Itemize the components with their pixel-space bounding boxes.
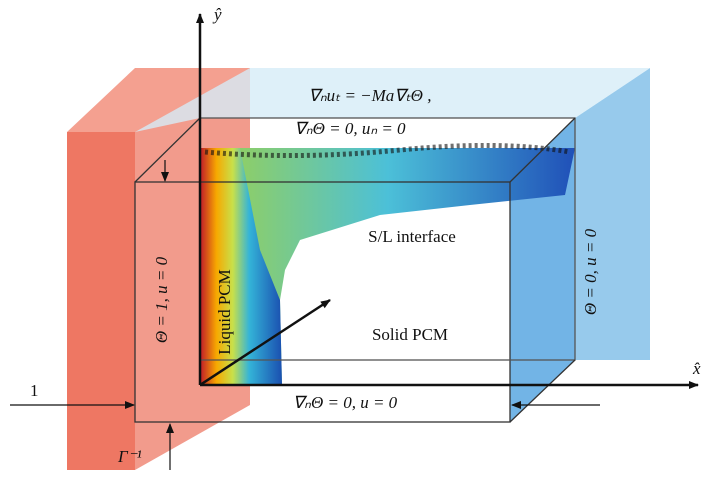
diagram: ŷ x̂ ∇ₙuₜ = −Ma∇ₜΘ , ∇ₙΘ = 0, uₙ = 0 Θ =…: [0, 0, 709, 481]
hot-wall-front: [67, 132, 135, 470]
right-bc: Θ = 0, u = 0: [581, 228, 600, 315]
top-bc-2: ∇ₙΘ = 0, uₙ = 0: [294, 119, 406, 138]
aspect-label: Γ⁻¹: [117, 447, 142, 466]
x-axis-label: x̂: [692, 359, 701, 378]
interface-label: S/L interface: [368, 227, 456, 246]
liquid-label: Liquid PCM: [215, 269, 234, 355]
left-bc: Θ = 1, u = 0: [152, 256, 171, 343]
y-axis-label: ŷ: [212, 5, 222, 24]
bottom-bc: ∇ₙΘ = 0, u = 0: [293, 393, 398, 412]
height-label: 1: [30, 381, 39, 400]
top-bc-1: ∇ₙuₜ = −Ma∇ₜΘ ,: [309, 86, 432, 105]
solid-label: Solid PCM: [372, 325, 448, 344]
